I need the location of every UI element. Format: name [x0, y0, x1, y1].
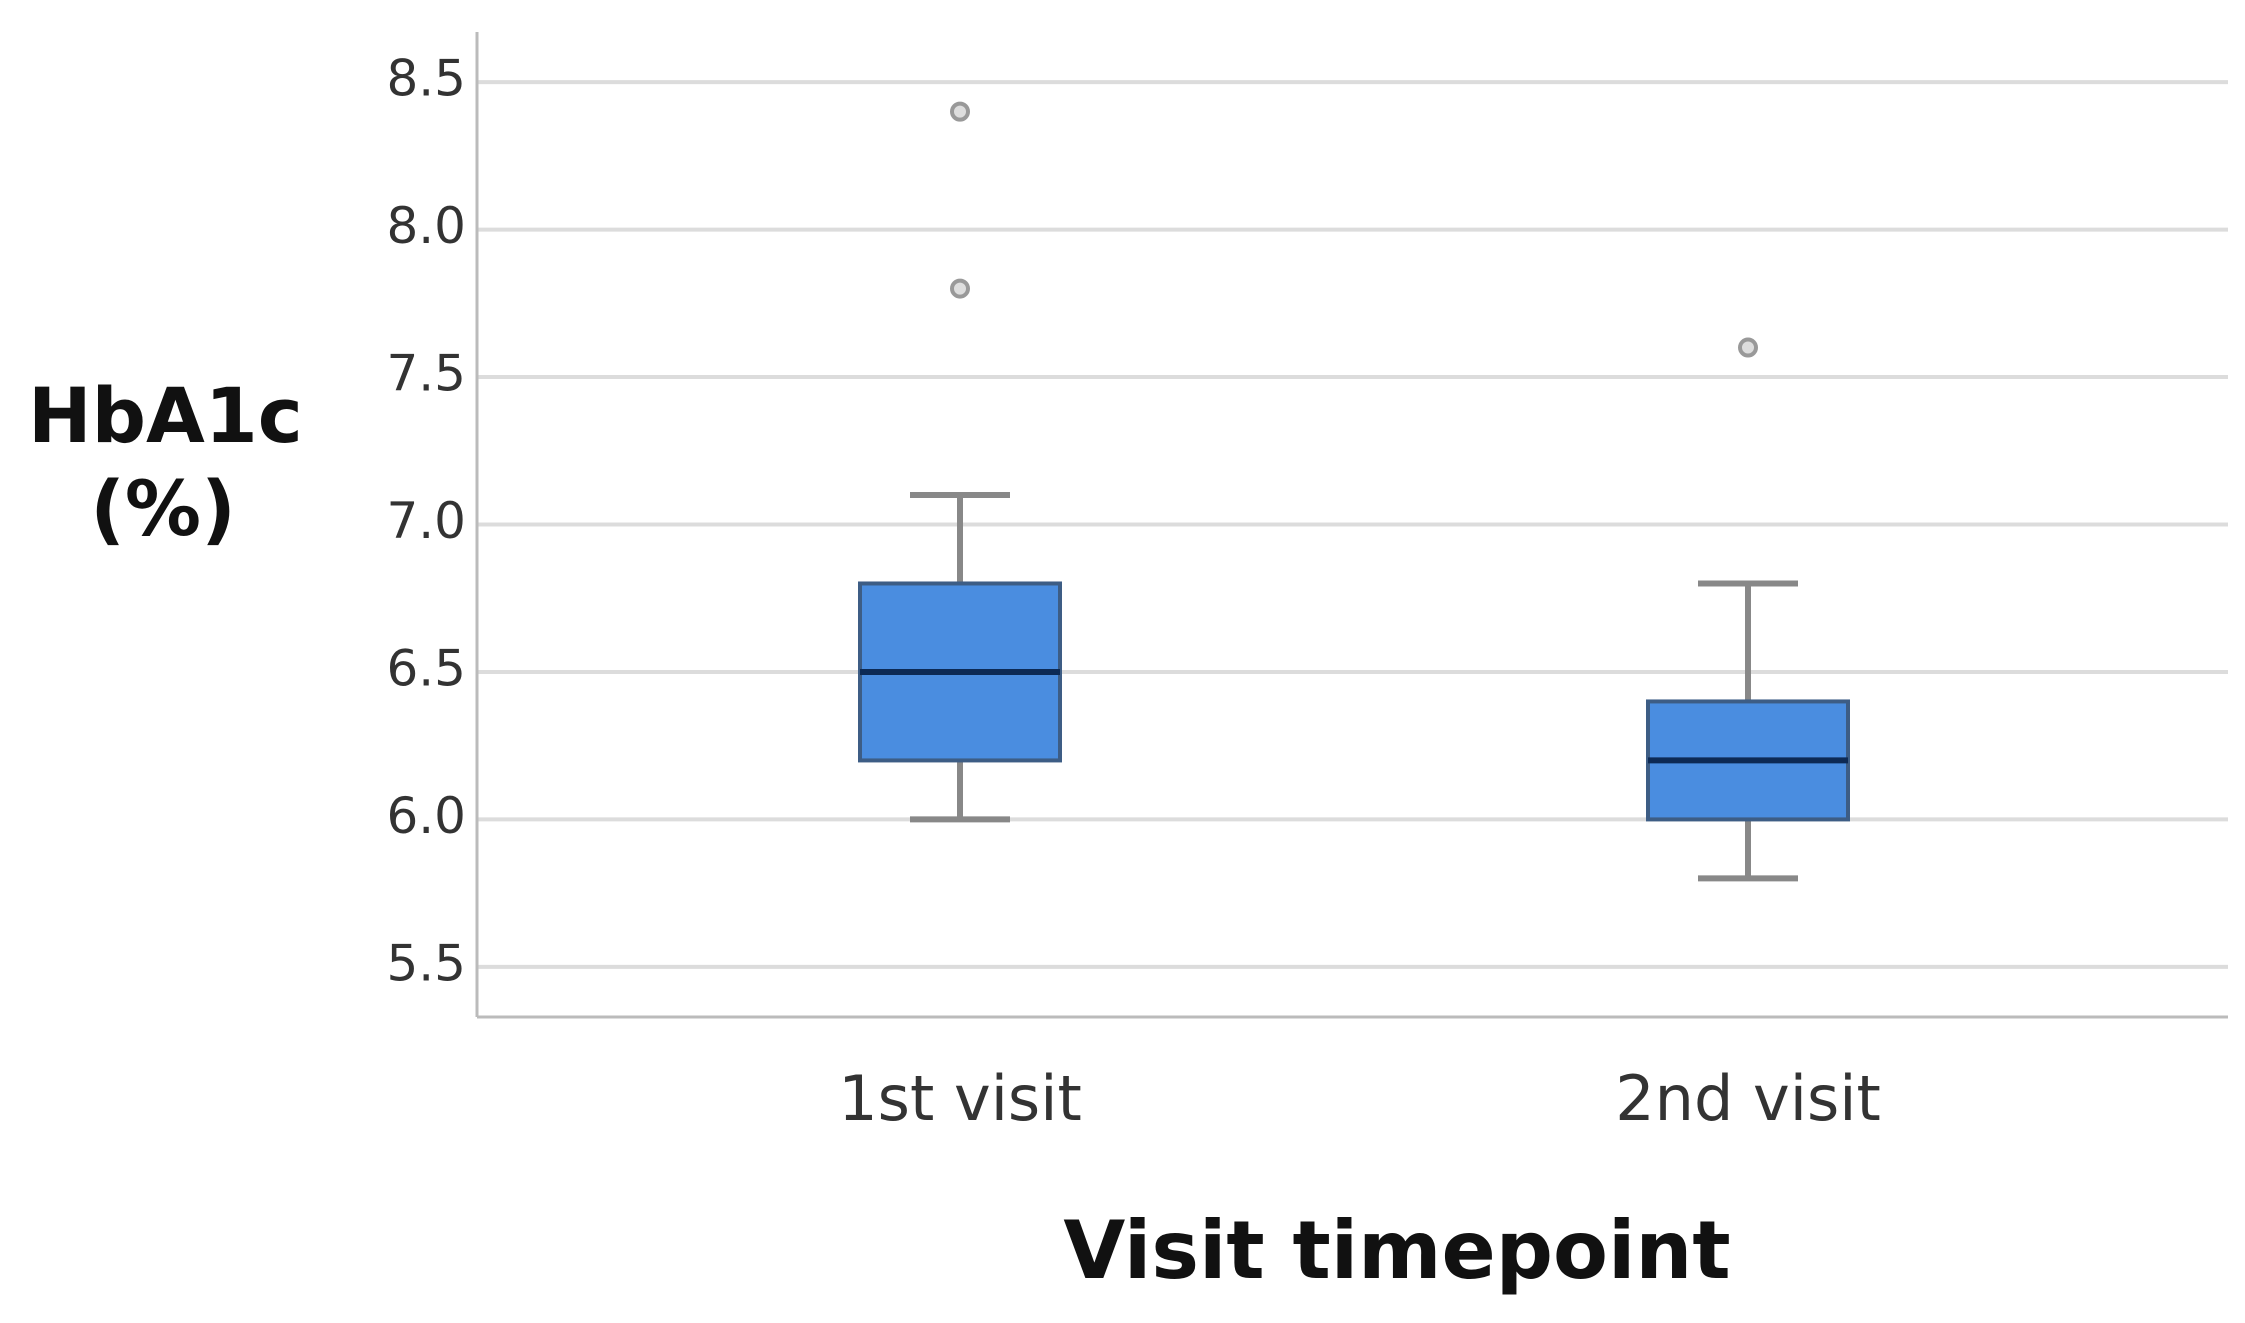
y-axis-title: HbA1c (%)	[28, 371, 303, 553]
y-tick-label: 7.0	[386, 492, 466, 550]
y-tick-label: 5.5	[386, 934, 466, 992]
outlier	[950, 101, 970, 122]
x-tick-label: 1st visit	[838, 1062, 1082, 1135]
outlier	[1738, 337, 1758, 358]
y-tick-label: 7.5	[386, 345, 466, 403]
x-axis-title: Visit timepoint	[1063, 1204, 1730, 1297]
y-tick-label: 8.0	[386, 197, 466, 255]
y-tick-label: 8.5	[386, 50, 466, 108]
y-tick-label: 6.0	[386, 787, 466, 845]
outlier	[950, 278, 970, 299]
y-tick-label: 6.5	[386, 639, 466, 697]
x-tick-label: 2nd visit	[1615, 1062, 1881, 1135]
